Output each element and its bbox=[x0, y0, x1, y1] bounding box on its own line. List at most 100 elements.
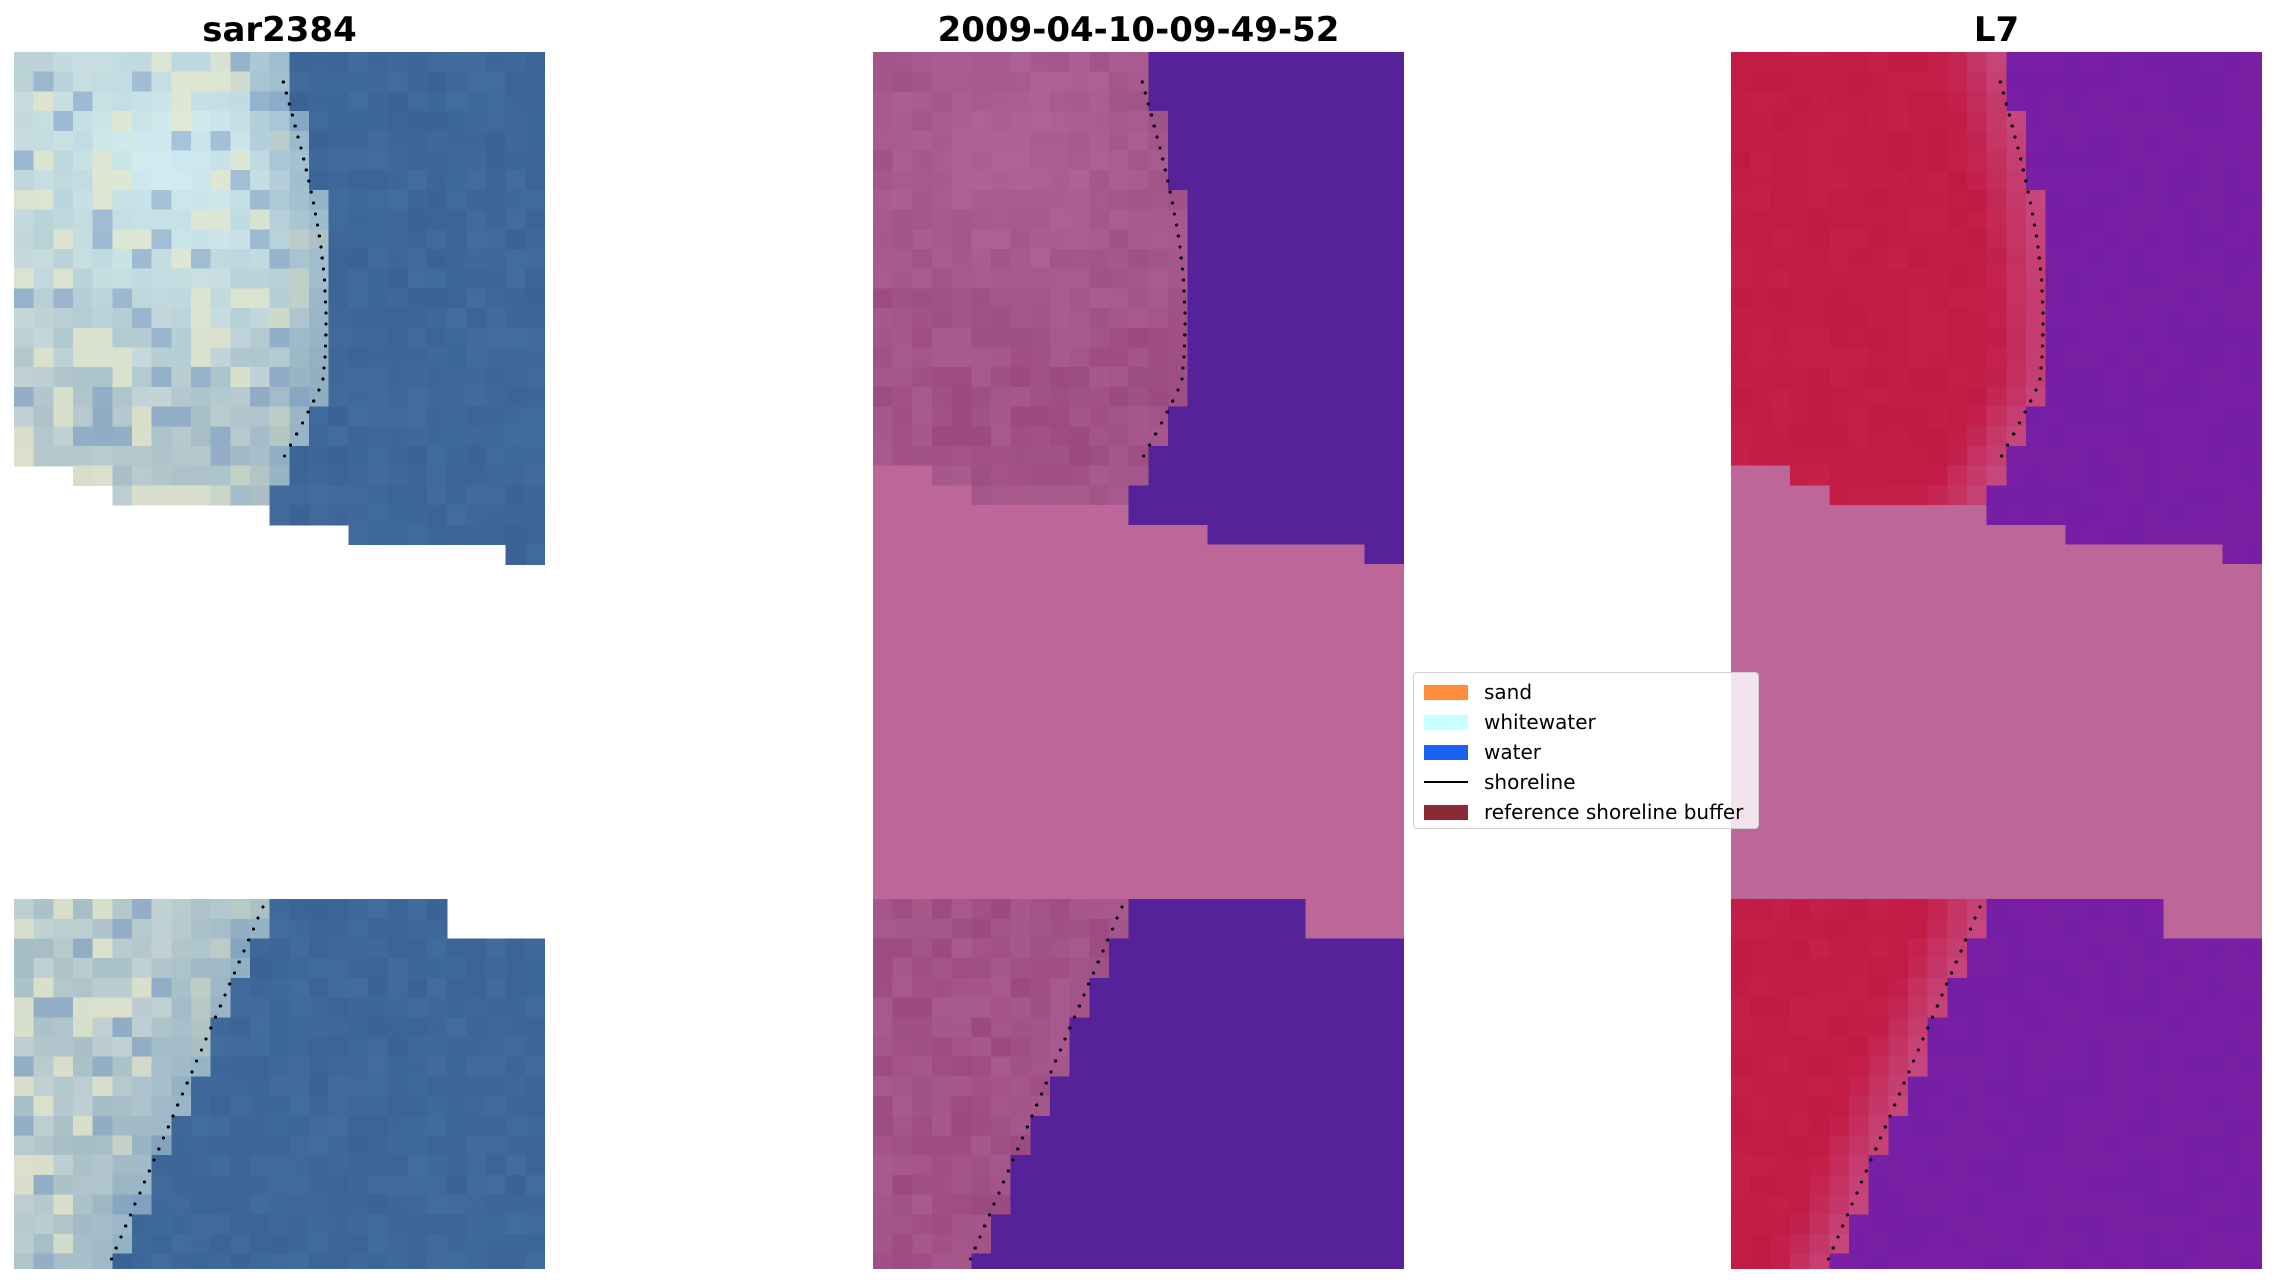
pixel-cell bbox=[1109, 367, 1130, 388]
pixel-cell bbox=[1109, 1253, 1130, 1269]
pixel-cell bbox=[1286, 288, 1307, 309]
pixel-cell bbox=[525, 347, 545, 368]
pixel-cell bbox=[1148, 879, 1169, 900]
pixel-cell bbox=[309, 327, 330, 349]
pixel-cell bbox=[1187, 544, 1208, 565]
pixel-cell bbox=[1927, 800, 1948, 821]
pixel-cell bbox=[387, 308, 408, 329]
pixel-cell bbox=[269, 426, 290, 447]
pixel-cell bbox=[328, 249, 349, 270]
pixel-cell bbox=[1128, 938, 1149, 959]
pixel-cell bbox=[1010, 347, 1031, 368]
pixel-cell bbox=[1246, 1076, 1267, 1097]
shoreline-dot bbox=[1044, 1081, 1048, 1085]
pixel-cell bbox=[2006, 1056, 2027, 1077]
pixel-cell bbox=[1986, 662, 2007, 683]
pixel-cell bbox=[328, 899, 349, 920]
pixel-cell bbox=[446, 130, 467, 152]
pixel-cell bbox=[1908, 603, 1929, 624]
pixel-cell bbox=[1967, 1155, 1988, 1176]
pixel-cell bbox=[1266, 1056, 1287, 1077]
pixel-cell bbox=[1849, 1194, 1870, 1215]
pixel-cell bbox=[1109, 446, 1130, 467]
pixel-cell bbox=[112, 1037, 133, 1058]
pixel-cell bbox=[486, 958, 507, 979]
pixel-cell bbox=[1207, 1076, 1228, 1097]
pixel-cell bbox=[1050, 485, 1071, 506]
pixel-cell bbox=[1187, 524, 1208, 546]
pixel-cell bbox=[1908, 1253, 1929, 1269]
pixel-cell bbox=[2203, 1017, 2224, 1038]
pixel-cell bbox=[191, 1155, 212, 1176]
pixel-cell bbox=[991, 721, 1012, 743]
pixel-cell bbox=[2124, 91, 2145, 112]
pixel-cell bbox=[1908, 780, 1929, 802]
pixel-cell bbox=[1384, 761, 1404, 782]
pixel-cell bbox=[250, 268, 271, 289]
pixel-cell bbox=[348, 1135, 369, 1156]
shoreline-dot bbox=[1168, 190, 1172, 194]
pixel-cell bbox=[1246, 761, 1267, 782]
pixel-cell bbox=[309, 1017, 330, 1038]
pixel-cell bbox=[112, 938, 133, 959]
pixel-cell bbox=[912, 505, 933, 526]
pixel-cell bbox=[1010, 229, 1031, 250]
pixel-cell bbox=[951, 682, 972, 703]
pixel-cell bbox=[525, 1076, 545, 1097]
pixel-cell bbox=[1770, 859, 1791, 880]
pixel-cell bbox=[1849, 367, 1870, 388]
shoreline-dot bbox=[209, 1026, 213, 1030]
pixel-cell bbox=[1986, 938, 2007, 959]
pixel-cell bbox=[951, 1194, 972, 1215]
pixel-cell bbox=[1128, 91, 1149, 112]
pixel-cell bbox=[33, 1037, 54, 1058]
pixel-cell bbox=[112, 465, 133, 486]
pixel-cell bbox=[368, 268, 389, 289]
pixel-cell bbox=[1227, 564, 1248, 585]
pixel-cell bbox=[1128, 583, 1149, 605]
pixel-cell bbox=[191, 977, 212, 999]
pixel-cell bbox=[1010, 1174, 1031, 1196]
pixel-cell bbox=[1809, 367, 1830, 388]
pixel-cell bbox=[932, 643, 953, 664]
pixel-cell bbox=[1967, 583, 1988, 605]
pixel-cell bbox=[1927, 386, 1948, 408]
pixel-cell bbox=[368, 150, 389, 171]
pixel-cell bbox=[53, 52, 74, 73]
pixel-cell bbox=[2222, 702, 2243, 723]
pixel-cell bbox=[2183, 229, 2204, 250]
pixel-cell bbox=[1888, 800, 1909, 821]
pixel-cell bbox=[1187, 702, 1208, 723]
pixel-cell bbox=[14, 1056, 35, 1077]
pixel-cell bbox=[1364, 1155, 1385, 1176]
pixel-cell bbox=[132, 386, 153, 408]
pixel-cell bbox=[2124, 721, 2145, 743]
pixel-cell bbox=[1947, 1155, 1968, 1176]
pixel-cell bbox=[951, 1056, 972, 1077]
pixel-cell bbox=[1947, 761, 1968, 782]
pixel-cell bbox=[1187, 52, 1208, 73]
pixel-cell bbox=[309, 1253, 330, 1269]
pixel-cell bbox=[387, 977, 408, 999]
pixel-cell bbox=[1750, 564, 1771, 585]
pixel-cell bbox=[1266, 702, 1287, 723]
pixel-cell bbox=[2242, 1115, 2262, 1137]
pixel-cell bbox=[1849, 465, 1870, 486]
pixel-cell bbox=[14, 1214, 35, 1235]
pixel-cell bbox=[1888, 1115, 1909, 1137]
pixel-cell bbox=[1050, 899, 1071, 920]
pixel-cell bbox=[92, 1194, 113, 1215]
pixel-cell bbox=[53, 170, 74, 191]
pixel-cell bbox=[269, 189, 290, 211]
pixel-cell bbox=[1345, 1056, 1366, 1077]
pixel-cell bbox=[1770, 583, 1791, 605]
pixel-cell bbox=[1069, 859, 1090, 880]
pixel-cell bbox=[1809, 52, 1830, 73]
pixel-cell bbox=[112, 130, 133, 152]
pixel-cell bbox=[1790, 583, 1811, 605]
pixel-cell bbox=[427, 899, 448, 920]
pixel-cell bbox=[1790, 1194, 1811, 1215]
pixel-cell bbox=[151, 150, 172, 171]
pixel-cell bbox=[427, 446, 448, 467]
pixel-cell bbox=[1069, 1155, 1090, 1176]
